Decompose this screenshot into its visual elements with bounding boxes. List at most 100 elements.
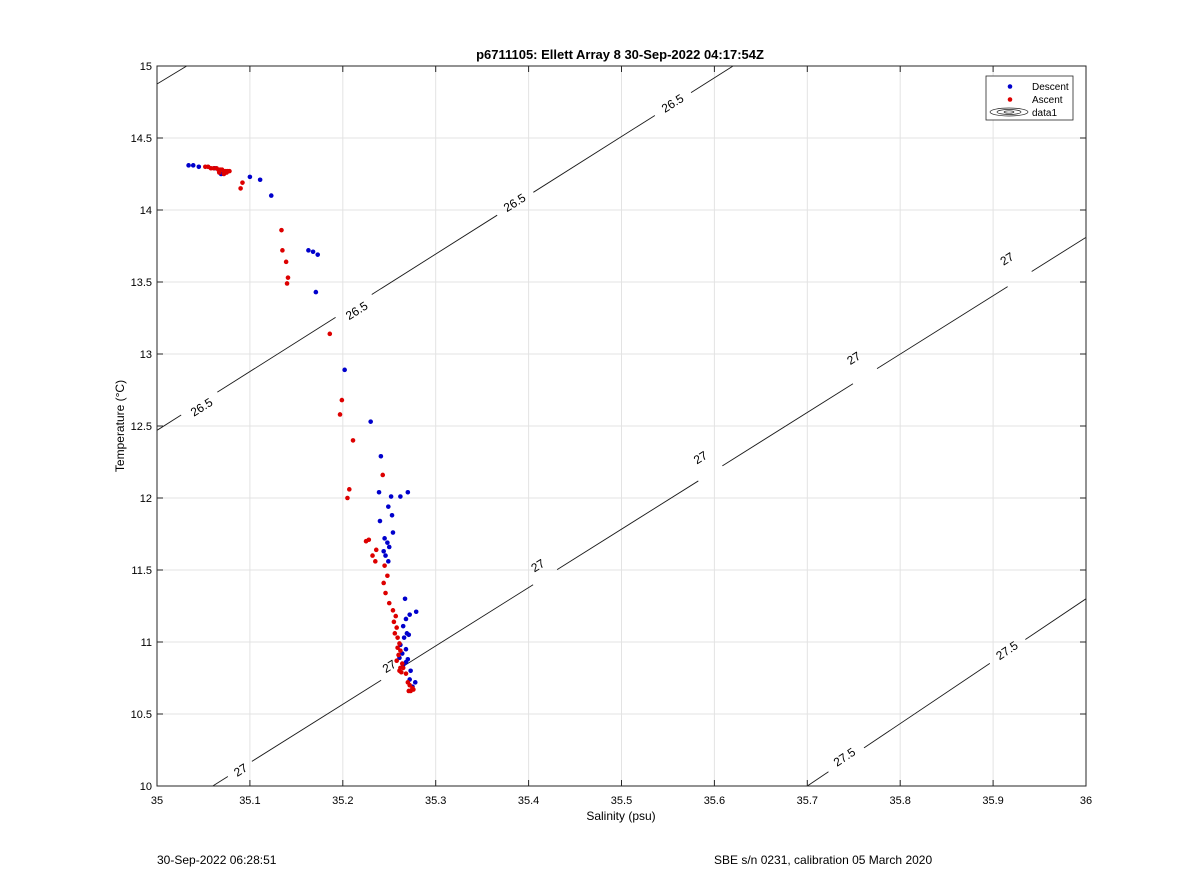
descent-point xyxy=(403,616,409,622)
x-tick-label: 35.3 xyxy=(425,795,446,807)
descent-point xyxy=(247,174,253,180)
descent-point xyxy=(186,163,191,168)
ascent-point xyxy=(370,553,375,558)
ascent-point xyxy=(398,648,403,653)
descent-point xyxy=(389,512,395,518)
ascent-point xyxy=(240,180,245,185)
ascent-point xyxy=(390,608,396,613)
ascent-point xyxy=(224,170,229,175)
contour-label: 27 xyxy=(231,761,250,780)
ascent-point xyxy=(285,275,291,280)
descent-point xyxy=(376,489,382,495)
descent-point xyxy=(403,646,409,652)
descent-point xyxy=(386,544,392,550)
x-tick-label: 35.9 xyxy=(982,795,1003,807)
legend-label-ascent: Ascent xyxy=(1032,95,1063,106)
descent-point xyxy=(196,164,202,170)
density-contour-27 xyxy=(251,679,382,762)
legend-contour-icon xyxy=(989,107,1029,117)
ascent-point xyxy=(337,412,343,417)
legend-contour-icon-core xyxy=(1003,110,1015,114)
contour-label: 27 xyxy=(998,249,1017,268)
density-contour-27 xyxy=(876,286,1008,370)
descent-point xyxy=(405,489,411,495)
contour-label: 27 xyxy=(691,448,710,467)
legend-box xyxy=(985,75,1074,121)
ascent-point xyxy=(345,495,350,501)
ascent-point xyxy=(283,259,289,265)
descent-point xyxy=(400,623,406,629)
density-contour-27 xyxy=(212,776,229,786)
descent-point xyxy=(407,612,412,617)
x-tick-label: 35.1 xyxy=(239,795,260,807)
density-contour-27 xyxy=(722,383,854,467)
descent-point xyxy=(408,668,413,674)
y-tick-label: 14 xyxy=(140,205,152,217)
legend-label-data1: data1 xyxy=(1032,108,1057,119)
ascent-point xyxy=(394,625,399,630)
descent-point xyxy=(377,518,383,524)
ascent-point xyxy=(327,331,333,337)
descent-point xyxy=(398,494,403,499)
legend-marker-descent xyxy=(1007,84,1013,89)
descent-point xyxy=(388,494,394,499)
descent-point xyxy=(386,504,391,509)
contour-label: 26.5 xyxy=(343,298,370,322)
y-tick-label: 10.5 xyxy=(131,709,152,721)
x-tick-label: 35.8 xyxy=(889,795,910,807)
contour-label: 27 xyxy=(844,349,863,368)
legend-label-descent: Descent xyxy=(1032,82,1069,93)
ascent-point xyxy=(393,613,399,619)
descent-point xyxy=(190,163,196,168)
x-tick-label: 35.6 xyxy=(704,795,725,807)
ascent-point xyxy=(238,186,243,191)
descent-point xyxy=(310,249,316,255)
y-tick-label: 11.5 xyxy=(131,565,152,577)
descent-point xyxy=(390,530,396,535)
ascent-point xyxy=(347,487,352,492)
legend: Descent Ascent data1 xyxy=(985,75,1074,121)
y-tick-label: 13 xyxy=(140,349,152,361)
y-tick-label: 13.5 xyxy=(131,277,152,289)
ascent-point xyxy=(383,590,388,596)
descent-point xyxy=(403,659,409,665)
ascent-point xyxy=(394,658,399,664)
contour-label: 27.5 xyxy=(831,745,858,770)
ascent-point xyxy=(385,573,390,579)
descent-point xyxy=(257,177,263,183)
descent-point xyxy=(401,635,407,640)
descent-point xyxy=(402,596,408,602)
density-contour-27 xyxy=(556,480,699,571)
ascent-point xyxy=(350,438,356,443)
y-tick-label: 11 xyxy=(141,637,152,649)
descent-point xyxy=(382,536,387,541)
y-axis-label: Temperature (°C) xyxy=(113,380,127,472)
ascent-point xyxy=(391,619,397,625)
ascent-point xyxy=(400,665,406,671)
ascent-point xyxy=(279,227,284,233)
sensor-calibration-note: SBE s/n 0231, calibration 05 March 2020 xyxy=(714,853,933,867)
descent-point xyxy=(313,289,319,295)
x-tick-label: 36 xyxy=(1080,795,1092,807)
descent-point xyxy=(378,453,384,459)
density-contour-27 xyxy=(1031,236,1086,272)
ascent-point xyxy=(396,652,401,658)
legend-marker-ascent xyxy=(1007,97,1013,102)
x-tick-label: 35 xyxy=(151,795,163,807)
x-tick-label: 35.7 xyxy=(797,795,818,807)
ascent-point xyxy=(392,631,398,636)
x-tick-label: 35.2 xyxy=(332,795,353,807)
density-contour-27 xyxy=(404,584,534,666)
ascent-point xyxy=(284,281,290,286)
ascent-point xyxy=(407,682,412,688)
x-tick-label: 35.4 xyxy=(518,795,539,807)
ascent-point xyxy=(216,170,222,175)
ascent-point xyxy=(403,671,409,676)
ascent-point xyxy=(411,687,416,692)
descent-point xyxy=(386,559,391,564)
ascent-point xyxy=(395,635,400,640)
descent-point xyxy=(268,193,274,198)
density-contour-26.5 xyxy=(157,66,187,85)
x-axis-label: Salinity (psu) xyxy=(586,809,655,823)
density-contour-27.5 xyxy=(863,663,991,749)
